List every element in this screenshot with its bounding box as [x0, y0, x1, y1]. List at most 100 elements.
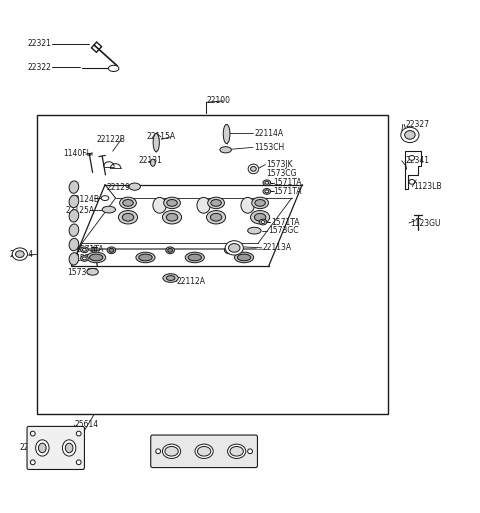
Ellipse shape — [109, 248, 114, 252]
Text: 22115A: 22115A — [147, 132, 176, 142]
Text: 1123GU: 1123GU — [410, 220, 441, 228]
Ellipse shape — [36, 440, 49, 456]
Ellipse shape — [69, 239, 79, 251]
Ellipse shape — [136, 252, 155, 263]
Ellipse shape — [69, 253, 79, 265]
Text: 22124B: 22124B — [70, 194, 99, 204]
Text: 1571TA: 1571TA — [75, 245, 103, 254]
Text: 22141: 22141 — [20, 443, 44, 452]
Ellipse shape — [69, 181, 79, 193]
Ellipse shape — [228, 444, 246, 459]
Text: 1573JK: 1573JK — [266, 160, 293, 169]
Ellipse shape — [108, 65, 119, 71]
Ellipse shape — [220, 147, 231, 153]
Ellipse shape — [225, 241, 243, 255]
Ellipse shape — [261, 221, 265, 224]
Ellipse shape — [76, 460, 81, 465]
Text: 22144: 22144 — [9, 250, 33, 259]
Bar — [36, 115, 388, 415]
Text: 22321: 22321 — [27, 39, 51, 48]
Ellipse shape — [163, 274, 178, 282]
Ellipse shape — [62, 440, 76, 456]
Ellipse shape — [248, 227, 261, 234]
Text: 22327: 22327 — [405, 120, 429, 129]
Ellipse shape — [197, 446, 211, 456]
Ellipse shape — [153, 133, 159, 152]
Ellipse shape — [69, 210, 79, 222]
Ellipse shape — [15, 251, 24, 258]
Ellipse shape — [166, 247, 174, 253]
Ellipse shape — [197, 198, 210, 213]
Ellipse shape — [255, 200, 265, 206]
Ellipse shape — [248, 449, 252, 453]
Ellipse shape — [206, 210, 226, 224]
Text: 1571TA: 1571TA — [75, 254, 103, 263]
Ellipse shape — [265, 190, 269, 193]
Ellipse shape — [409, 180, 415, 184]
Ellipse shape — [30, 431, 35, 436]
Ellipse shape — [162, 210, 181, 224]
Ellipse shape — [211, 200, 221, 206]
Ellipse shape — [153, 198, 166, 213]
Ellipse shape — [65, 443, 73, 453]
Ellipse shape — [230, 446, 243, 456]
Ellipse shape — [251, 167, 256, 171]
Ellipse shape — [223, 125, 230, 144]
Text: 22112A: 22112A — [177, 277, 206, 286]
Ellipse shape — [195, 444, 213, 459]
Text: 22122B: 22122B — [96, 135, 125, 144]
Text: 1571TA: 1571TA — [271, 218, 300, 227]
Ellipse shape — [405, 131, 415, 139]
Ellipse shape — [81, 255, 88, 261]
Ellipse shape — [164, 197, 180, 209]
Ellipse shape — [83, 257, 86, 260]
Text: 1571TA: 1571TA — [274, 179, 302, 187]
Ellipse shape — [228, 244, 240, 252]
Ellipse shape — [409, 155, 415, 160]
Ellipse shape — [151, 159, 156, 166]
Text: 1573GC: 1573GC — [68, 268, 98, 277]
Text: 22125A: 22125A — [66, 206, 95, 215]
Ellipse shape — [227, 248, 231, 252]
FancyBboxPatch shape — [151, 435, 257, 467]
Ellipse shape — [263, 180, 271, 186]
Text: 22341: 22341 — [405, 156, 429, 165]
Ellipse shape — [81, 247, 88, 253]
Text: 22322: 22322 — [27, 63, 51, 72]
Ellipse shape — [252, 197, 268, 209]
Text: 25614: 25614 — [75, 421, 99, 429]
Ellipse shape — [241, 198, 254, 213]
Ellipse shape — [235, 252, 253, 263]
Ellipse shape — [185, 252, 204, 263]
Ellipse shape — [119, 210, 138, 224]
Ellipse shape — [167, 200, 177, 206]
Ellipse shape — [87, 268, 98, 275]
Ellipse shape — [259, 219, 267, 225]
Text: 22311: 22311 — [202, 454, 226, 463]
Ellipse shape — [401, 127, 419, 143]
Ellipse shape — [83, 248, 86, 251]
Text: 22100: 22100 — [206, 96, 230, 106]
Ellipse shape — [166, 213, 178, 221]
Ellipse shape — [251, 210, 270, 224]
Ellipse shape — [225, 247, 233, 253]
Ellipse shape — [265, 182, 269, 184]
Ellipse shape — [263, 189, 271, 194]
Ellipse shape — [208, 197, 225, 209]
Ellipse shape — [89, 254, 103, 261]
Text: 1123LB: 1123LB — [413, 182, 442, 191]
Ellipse shape — [120, 197, 136, 209]
Ellipse shape — [156, 449, 160, 453]
Ellipse shape — [38, 443, 46, 453]
Ellipse shape — [139, 254, 152, 261]
Ellipse shape — [188, 254, 202, 261]
Ellipse shape — [122, 213, 134, 221]
Ellipse shape — [166, 275, 175, 281]
Text: 1153CH: 1153CH — [254, 143, 285, 152]
Ellipse shape — [254, 213, 266, 221]
Ellipse shape — [12, 248, 27, 260]
Text: 22131: 22131 — [139, 156, 162, 165]
Text: 1573GC: 1573GC — [268, 226, 298, 235]
Ellipse shape — [69, 195, 79, 208]
Ellipse shape — [69, 224, 79, 236]
